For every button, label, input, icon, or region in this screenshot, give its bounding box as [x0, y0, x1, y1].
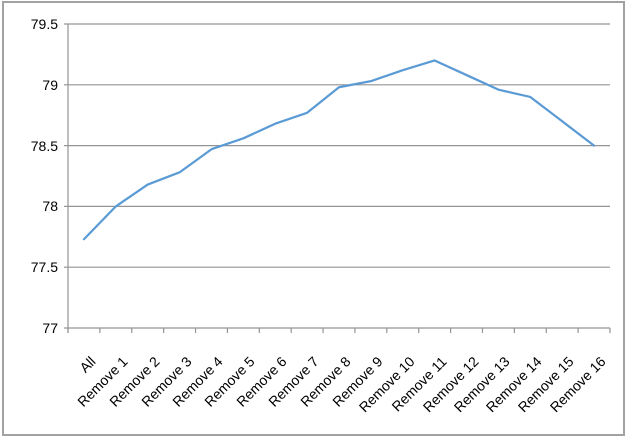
y-axis-label: 77 — [42, 320, 58, 336]
y-axis-label: 78.5 — [30, 137, 58, 154]
y-axis-label: 78 — [42, 198, 58, 215]
y-axis-label: 79.5 — [30, 16, 58, 32]
chart-frame — [2, 1, 625, 436]
y-axis-label: 79 — [42, 76, 58, 93]
y-axis-label: 77.5 — [30, 259, 58, 276]
series-line — [82, 59, 596, 241]
